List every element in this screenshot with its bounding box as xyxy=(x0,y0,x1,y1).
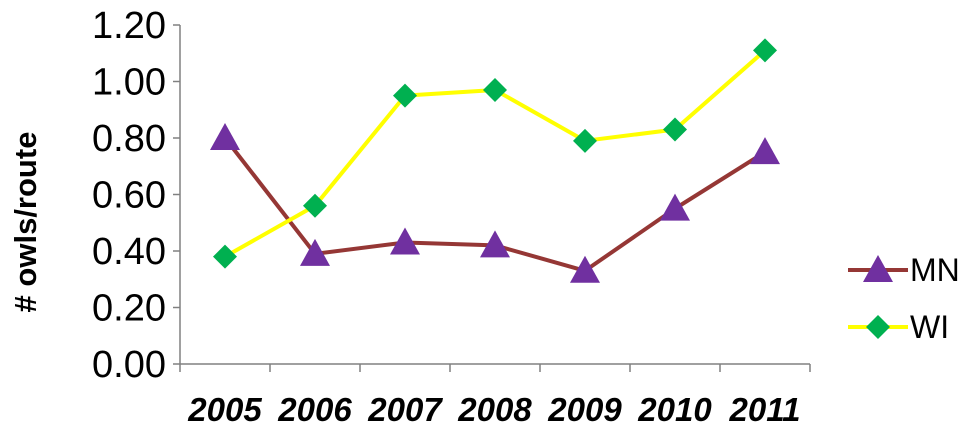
y-tick-label: 0.00 xyxy=(92,344,166,386)
data-point-wi xyxy=(663,117,687,142)
data-point-mn xyxy=(480,230,510,258)
x-axis-tick-labels: 2005 2006 2007 2008 2009 2010 2011 xyxy=(187,391,800,427)
y-tick-label: 0.80 xyxy=(92,118,166,160)
y-tick-label: 0.40 xyxy=(92,231,166,273)
axes xyxy=(173,24,811,372)
legend-item-mn: MN xyxy=(848,252,960,288)
data-point-mn xyxy=(390,227,420,255)
data-point-mn xyxy=(210,123,240,150)
data-point-wi xyxy=(573,128,597,153)
legend: MN WI xyxy=(848,252,960,345)
y-axis-tick-labels: 0.00 0.20 0.40 0.60 0.80 1.00 1.20 xyxy=(92,5,166,386)
x-tick-label: 2006 xyxy=(277,391,352,427)
legend-label: MN xyxy=(910,252,960,288)
x-tick-label: 2010 xyxy=(637,391,712,427)
legend-label: WI xyxy=(910,309,949,345)
data-point-mn xyxy=(570,255,600,283)
series-layer xyxy=(210,38,780,283)
legend-marker xyxy=(866,315,890,339)
y-tick-label: 1.20 xyxy=(92,5,166,47)
data-point-wi xyxy=(753,38,777,63)
data-point-wi xyxy=(393,83,417,108)
y-tick-label: 0.20 xyxy=(92,288,166,330)
data-point-mn xyxy=(750,137,780,165)
x-tick-label: 2009 xyxy=(547,391,622,427)
x-tick-label: 2005 xyxy=(187,391,262,427)
x-tick-label: 2008 xyxy=(457,391,532,427)
data-point-mn xyxy=(300,238,330,266)
data-point-wi xyxy=(483,77,507,102)
legend-item-wi: WI xyxy=(848,309,949,345)
data-point-mn xyxy=(660,193,690,221)
y-tick-label: 1.00 xyxy=(92,62,166,104)
legend-marker xyxy=(863,255,893,282)
data-point-wi xyxy=(213,244,237,269)
data-point-wi xyxy=(303,193,327,218)
y-axis-title: # owls/route xyxy=(8,132,43,313)
x-tick-label: 2011 xyxy=(729,391,801,427)
series-mn xyxy=(210,123,780,283)
series-wi xyxy=(213,38,777,269)
y-tick-label: 0.60 xyxy=(92,175,166,217)
x-tick-label: 2007 xyxy=(367,391,443,427)
